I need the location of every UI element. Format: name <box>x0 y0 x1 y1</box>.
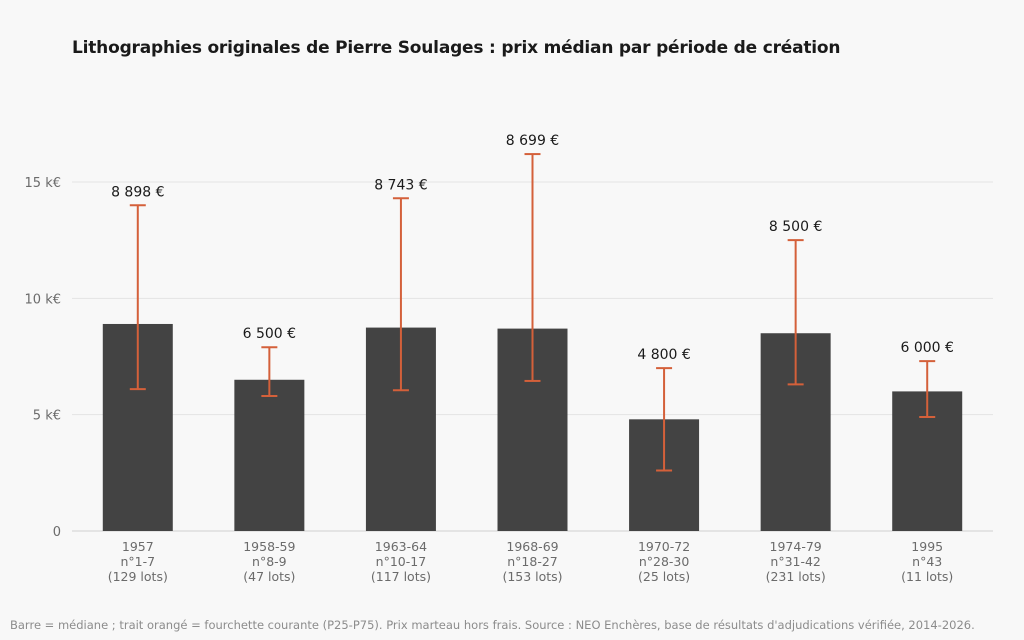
x-tick-label: n°28-30 <box>639 554 690 569</box>
value-label: 8 898 € <box>111 184 164 200</box>
x-tick-label: 1963-64 <box>375 539 427 554</box>
x-tick-label: 1974-79 <box>770 539 822 554</box>
value-label: 8 500 € <box>769 219 822 235</box>
chart-title: Lithographies originales de Pierre Soula… <box>72 38 841 58</box>
bar <box>234 379 305 531</box>
chart-footnote: Barre = médiane ; trait orangé = fourche… <box>10 618 975 632</box>
value-label: 6 000 € <box>900 340 953 356</box>
y-tick-label: 0 <box>53 525 61 540</box>
x-tick-label: n°8-9 <box>252 554 287 569</box>
x-tick-label: 1970-72 <box>638 539 690 554</box>
x-tick-label: 1957 <box>122 539 154 554</box>
x-tick-label: n°18-27 <box>507 554 558 569</box>
x-tick-label: n°43 <box>912 554 942 569</box>
x-tick-label: n°31-42 <box>770 554 821 569</box>
value-label: 8 699 € <box>506 133 559 149</box>
x-tick-label: (25 lots) <box>638 569 690 584</box>
x-tick-label: n°1-7 <box>120 554 155 569</box>
x-tick-label: (129 lots) <box>108 569 168 584</box>
y-tick-label: 5 k€ <box>33 409 61 424</box>
x-tick-label: (11 lots) <box>901 569 953 584</box>
value-label: 4 800 € <box>637 347 690 363</box>
x-tick-label: (47 lots) <box>243 569 295 584</box>
value-label: 6 500 € <box>243 326 296 342</box>
value-labels: 8 898 € 6 500 € 8 743 € 8 699 € 4 800 € 8 500… <box>111 133 954 363</box>
x-tick-label: (231 lots) <box>766 569 826 584</box>
bar-chart: 0 5 k€ 10 k€ 15 k€ 8 898 € 6 500 € 8 743 € 8 6… <box>25 133 993 584</box>
x-tick-label: n°10-17 <box>376 554 427 569</box>
value-label: 8 743 € <box>374 177 427 193</box>
x-tick-label: (153 lots) <box>502 569 562 584</box>
x-tick-label: 1958-59 <box>243 539 295 554</box>
y-axis-tick-labels: 0 5 k€ 10 k€ 15 k€ <box>25 176 61 540</box>
x-tick-label: (117 lots) <box>371 569 431 584</box>
x-tick-label: 1995 <box>911 539 943 554</box>
p25-p75-ranges <box>129 153 936 472</box>
x-tick-label: 1968-69 <box>506 539 558 554</box>
y-tick-label: 15 k€ <box>25 176 61 191</box>
y-tick-label: 10 k€ <box>25 292 61 307</box>
